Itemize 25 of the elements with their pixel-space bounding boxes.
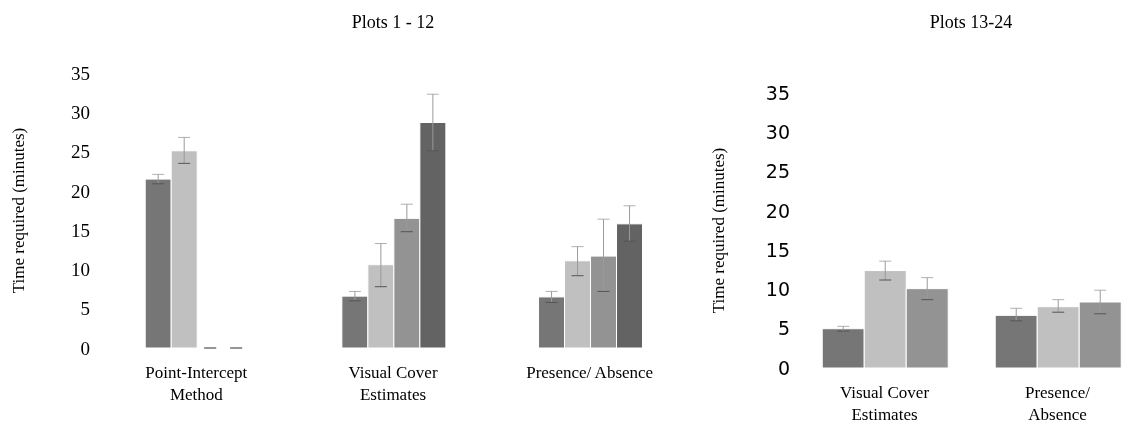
- chart-title: Plots 1 - 12: [350, 12, 436, 33]
- x-tick-label: Presence/ Absence: [526, 363, 654, 382]
- y-axis-title: Time required (minutes): [709, 147, 729, 314]
- y-tick-label: 20: [765, 199, 790, 222]
- x-tick-label: Presence/ Absence: [1024, 383, 1091, 424]
- y-tick-label: 20: [71, 180, 90, 202]
- x-tick-label: Point-Intercept Method: [145, 363, 248, 404]
- y-axis-title: Time required (minutes): [9, 127, 29, 294]
- y-tick-label: 35: [71, 62, 90, 84]
- y-tick-label: 15: [71, 219, 90, 241]
- y-tick-label: 5: [777, 317, 790, 340]
- y-tick-label: 10: [71, 259, 90, 281]
- y-tick-label: 30: [765, 121, 790, 144]
- y-tick-label: 0: [80, 337, 90, 359]
- y-tick-label: 25: [71, 141, 90, 163]
- y-tick-label: 5: [80, 298, 90, 320]
- x-tick-label: Visual Cover Estimates: [839, 383, 930, 424]
- y-tick-label: 0: [777, 356, 790, 379]
- y-tick-label: 15: [765, 238, 790, 261]
- y-tick-label: 10: [765, 278, 790, 301]
- y-tick-label: 30: [71, 102, 90, 124]
- x-tick-label: Visual Cover Estimates: [348, 363, 438, 404]
- chart-title: Plots 13-24: [928, 12, 1014, 33]
- y-tick-label: 35: [765, 81, 790, 104]
- y-tick-label: 25: [765, 160, 790, 183]
